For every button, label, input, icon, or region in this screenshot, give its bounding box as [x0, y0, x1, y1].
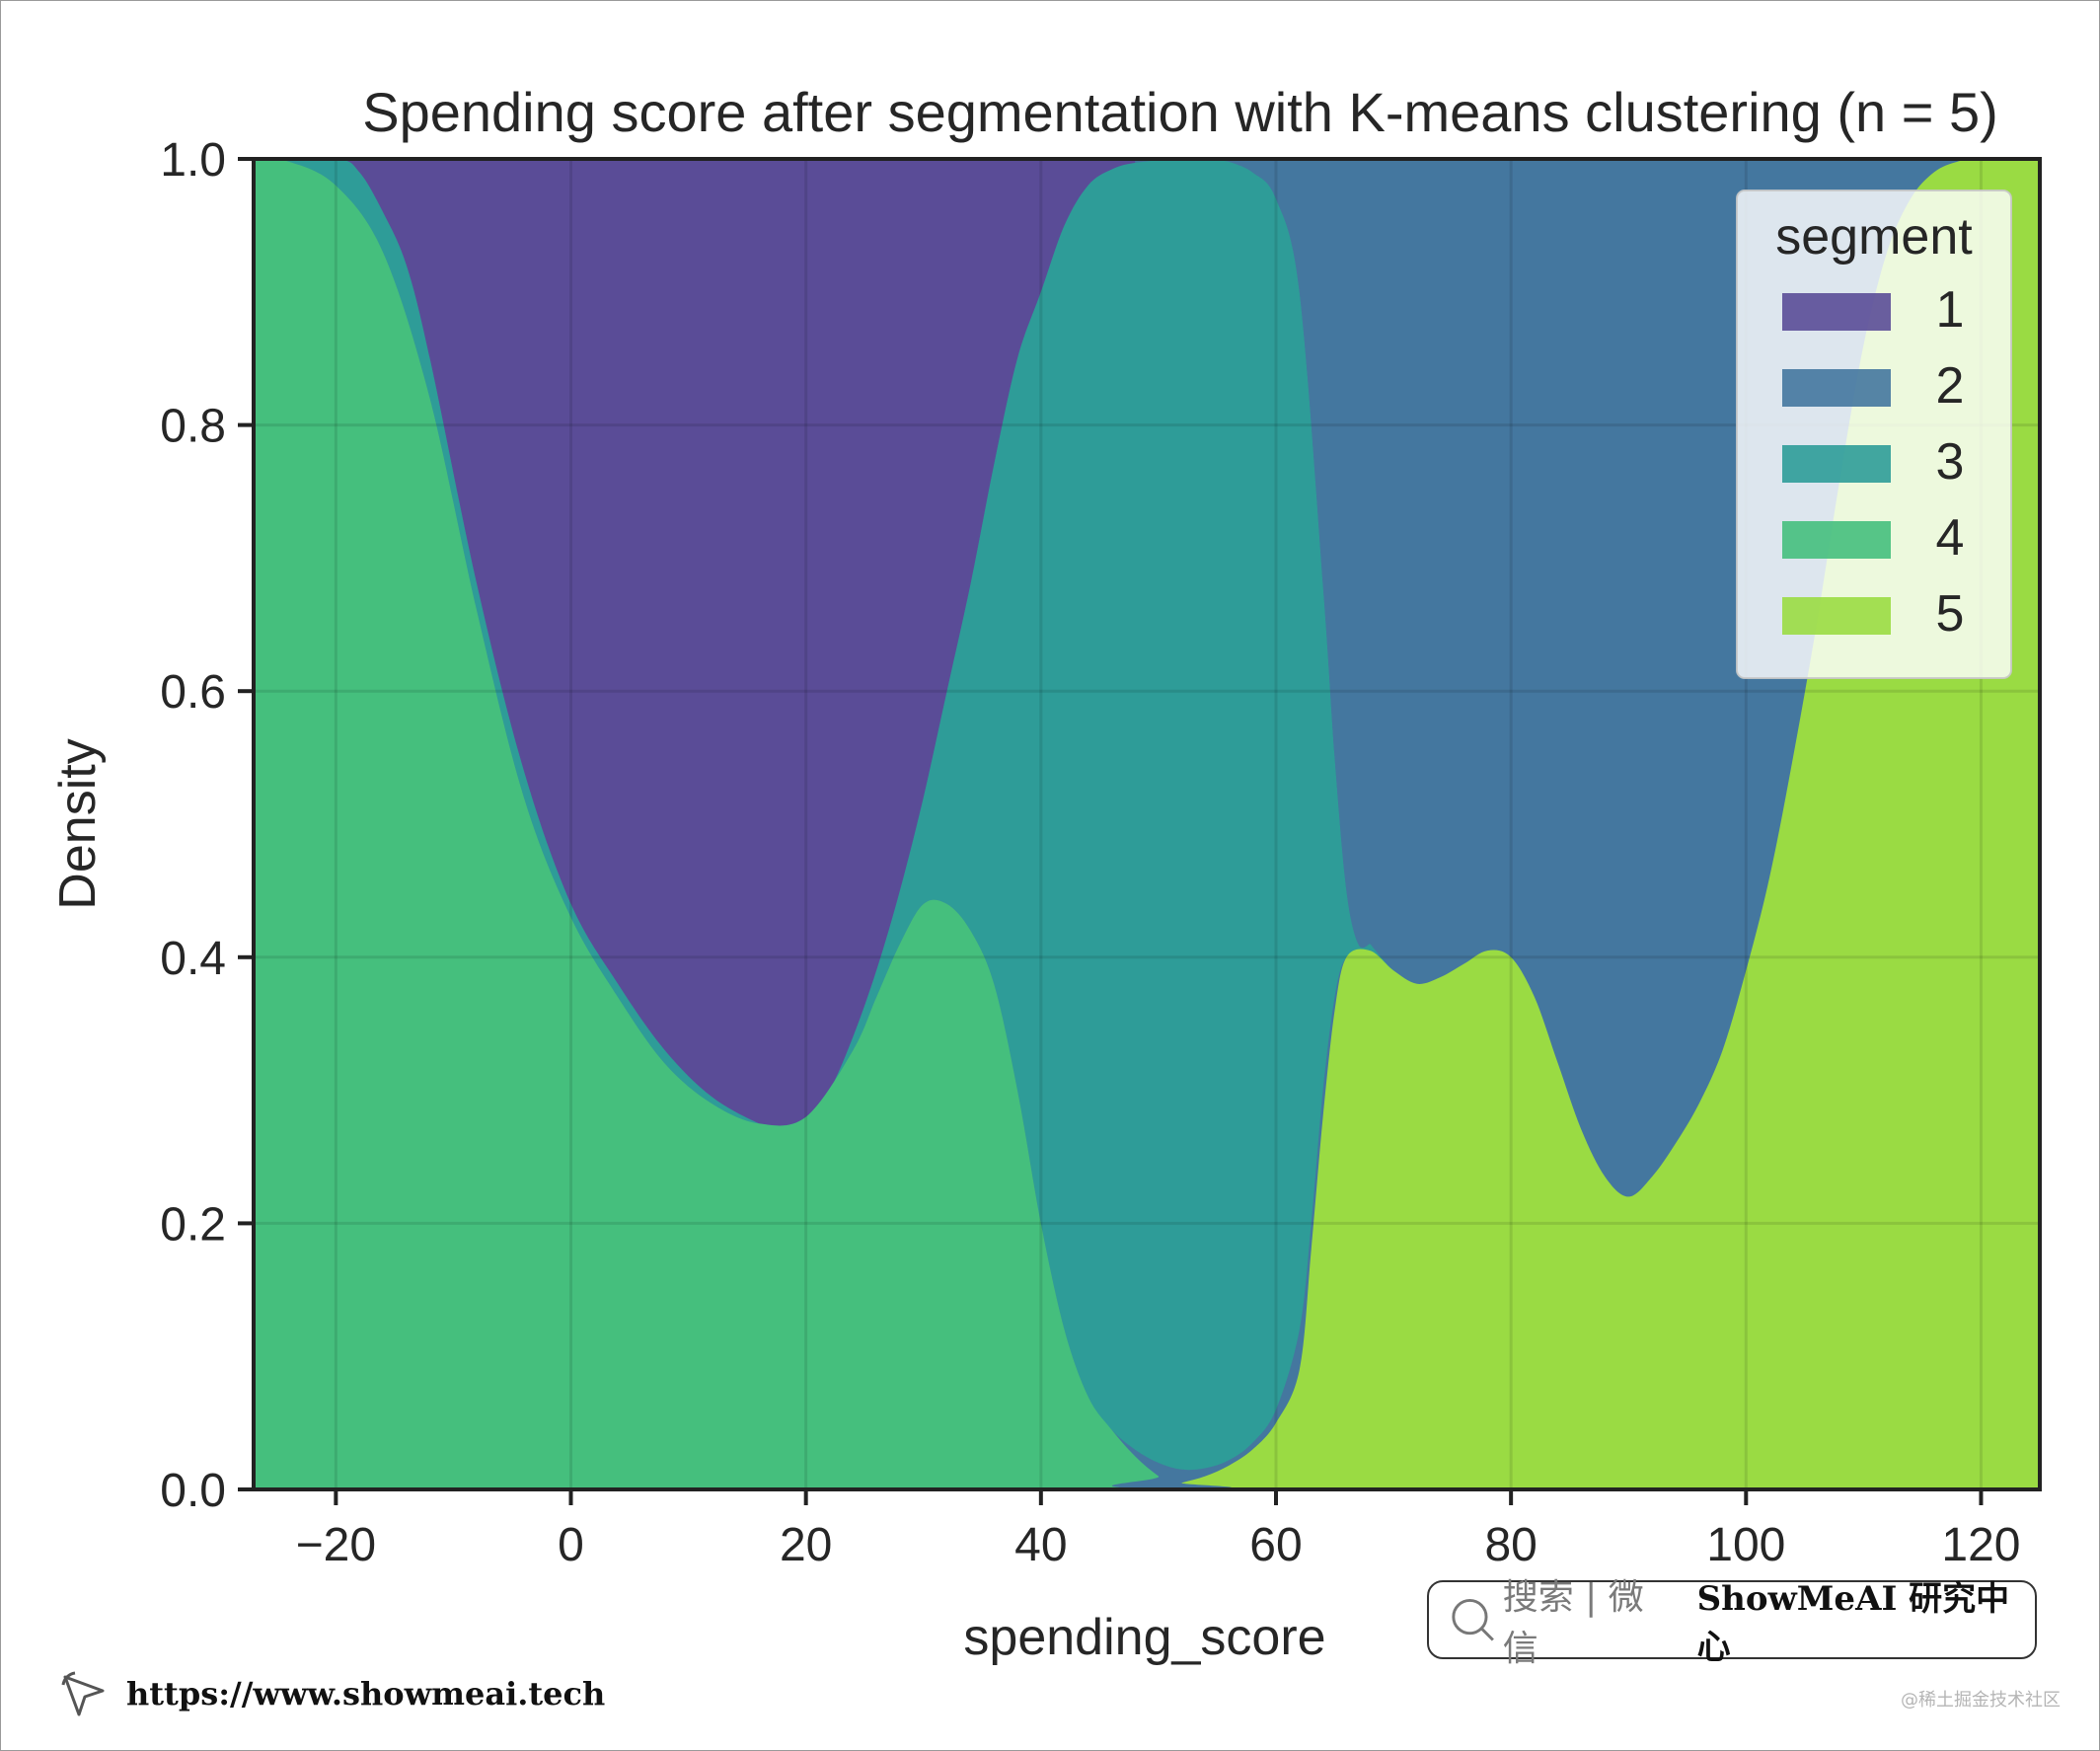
area-segment-5 — [254, 159, 2040, 1489]
x-tick-label: 0 — [558, 1519, 584, 1571]
x-axis: −20 0 20 40 60 80 100 120 — [296, 1489, 2021, 1571]
y-axis-label: Density — [49, 738, 107, 909]
url-text[interactable]: https://www.showmeai.tech — [126, 1675, 606, 1713]
y-axis: 0.0 0.2 0.4 0.6 0.8 1.0 — [160, 134, 254, 1517]
legend-title: segment — [1775, 208, 1973, 266]
cursor-icon — [61, 1671, 105, 1716]
x-tick-label: 20 — [780, 1519, 832, 1571]
legend-label-5: 5 — [1936, 585, 1965, 643]
x-tick-label: 80 — [1484, 1519, 1537, 1571]
y-tick-label: 0.4 — [160, 933, 226, 985]
legend-swatch-4 — [1782, 521, 1891, 559]
search-icon — [1452, 1599, 1494, 1641]
y-tick-label: 0.8 — [160, 401, 226, 453]
badge-brand: ShowMeAI 研究中心 — [1696, 1579, 2010, 1667]
area-segment-4 — [254, 159, 2040, 1489]
x-tick-label: −20 — [296, 1519, 376, 1571]
x-tick-label: 120 — [1941, 1519, 2020, 1571]
search-badge: 搜索 | 微信 ShowMeAI 研究中心 — [1427, 1577, 2037, 1669]
watermark: @稀土掘金技术社区 — [1901, 1690, 2061, 1711]
y-tick-label: 0.2 — [160, 1198, 226, 1251]
y-tick-label: 0.6 — [160, 666, 226, 719]
legend-swatch-5 — [1782, 597, 1891, 635]
plot-border — [252, 157, 2042, 1491]
area-segment-1 — [254, 159, 1136, 1131]
legend-label-2: 2 — [1936, 357, 1965, 415]
area-segment-3 — [254, 159, 2040, 1471]
x-tick-label: 60 — [1249, 1519, 1302, 1571]
legend-label-4: 4 — [1936, 509, 1965, 567]
x-tick-label: 100 — [1706, 1519, 1785, 1571]
legend-swatch-1 — [1782, 293, 1891, 331]
legend-label-3: 3 — [1936, 433, 1965, 491]
legend-swatch-2 — [1782, 369, 1891, 407]
y-tick-label: 1.0 — [160, 134, 226, 187]
x-axis-label: spending_score — [963, 1609, 1325, 1666]
x-tick-label: 40 — [1014, 1519, 1067, 1571]
badge-search-text: 搜索 | 微信 — [1502, 1577, 1644, 1669]
legend-label-1: 1 — [1936, 281, 1965, 339]
legend: segment 1 2 3 4 5 — [1736, 190, 2012, 679]
chart-title: Spending score after segmentation with K… — [362, 81, 1998, 143]
y-tick-label: 0.0 — [160, 1465, 226, 1517]
footer-url: https://www.showmeai.tech — [57, 1668, 605, 1719]
legend-swatch-3 — [1782, 445, 1891, 483]
grid-lines — [254, 159, 2040, 1489]
